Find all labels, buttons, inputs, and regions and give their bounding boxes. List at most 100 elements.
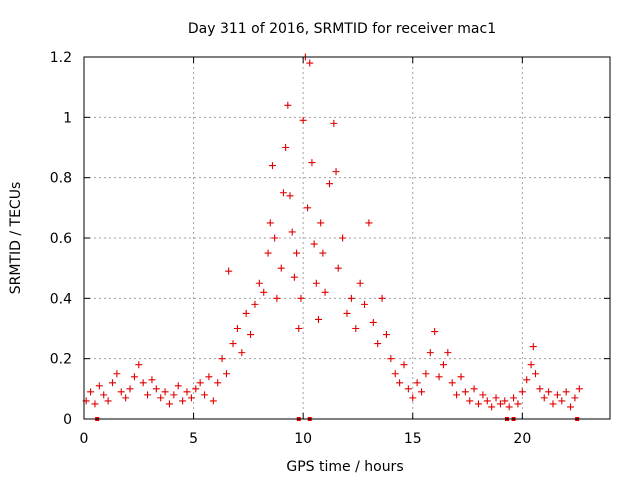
- data-point: [448, 379, 456, 387]
- data-point: [299, 116, 307, 124]
- data-point: [108, 379, 116, 387]
- data-point: [170, 391, 178, 399]
- data-point: [466, 397, 474, 405]
- data-point: [396, 379, 404, 387]
- data-point: [271, 234, 279, 242]
- data-point: [391, 370, 399, 378]
- data-point: [518, 388, 526, 396]
- data-point: [330, 119, 338, 127]
- data-point: [549, 400, 557, 408]
- data-point: [233, 325, 241, 332]
- data-point: [315, 315, 323, 323]
- data-point: [279, 189, 287, 197]
- data-point: [479, 391, 487, 399]
- plot-frame: [83, 56, 611, 420]
- data-point: [492, 394, 500, 402]
- data-point: [238, 349, 246, 357]
- data-point: [183, 388, 191, 396]
- data-point: [295, 325, 303, 332]
- data-point: [229, 340, 237, 348]
- data-point: [242, 309, 250, 317]
- x-tick-label: 0: [80, 431, 89, 447]
- data-point: [319, 249, 327, 257]
- data-point: [514, 400, 522, 408]
- data-point: [308, 159, 316, 167]
- data-point: [488, 403, 496, 411]
- data-point: [255, 279, 263, 287]
- data-points: [82, 53, 583, 411]
- y-axis-label: SRMTID / TECUs: [8, 182, 24, 295]
- data-point: [470, 385, 478, 393]
- data-point: [161, 388, 169, 396]
- chart-title: Day 311 of 2016, SRMTID for receiver mac…: [188, 21, 496, 37]
- data-point: [247, 331, 255, 339]
- data-point: [95, 382, 103, 390]
- data-point: [196, 379, 204, 387]
- data-point: [321, 288, 329, 296]
- y-tick-label: 1.2: [50, 50, 72, 66]
- data-point: [431, 328, 439, 336]
- data-point: [148, 376, 156, 384]
- data-point: [192, 385, 200, 393]
- data-point: [378, 294, 386, 302]
- data-point: [382, 331, 390, 339]
- data-point: [435, 373, 443, 381]
- data-point: [113, 370, 121, 378]
- data-point: [422, 370, 430, 378]
- data-point: [332, 168, 340, 176]
- data-point: [369, 318, 377, 326]
- data-point: [317, 219, 325, 227]
- tick-labels: 0 0.2 0.4 0.6 0.8 1 1.2 0 5 10 15 20: [50, 50, 532, 447]
- data-point: [343, 309, 351, 317]
- data-point: [334, 264, 342, 272]
- data-point: [304, 204, 312, 212]
- x-tick-label: 10: [294, 431, 312, 447]
- data-point: [404, 385, 412, 393]
- data-point: [558, 397, 566, 405]
- data-point: [545, 388, 553, 396]
- data-point: [312, 279, 320, 287]
- data-point: [505, 403, 513, 411]
- data-point: [523, 376, 531, 384]
- y-tick-label: 0.8: [50, 171, 72, 187]
- data-point: [457, 373, 465, 381]
- data-point: [91, 400, 99, 408]
- data-point: [130, 373, 138, 381]
- data-point: [218, 355, 226, 363]
- y-tick-label: 1: [63, 110, 72, 126]
- data-point: [453, 391, 461, 399]
- data-point: [179, 397, 187, 405]
- data-point: [562, 388, 570, 396]
- data-point: [540, 394, 548, 402]
- data-point: [104, 397, 112, 405]
- data-point: [264, 249, 272, 257]
- data-point: [444, 349, 452, 357]
- y-tick-label: 0.6: [50, 231, 72, 247]
- data-point: [510, 394, 518, 402]
- data-point: [122, 394, 130, 402]
- data-point: [174, 382, 182, 390]
- data-point: [347, 294, 355, 302]
- data-point: [553, 391, 561, 399]
- data-point: [273, 294, 281, 302]
- data-point: [475, 400, 482, 408]
- x-tick-label: 15: [404, 431, 422, 447]
- data-point: [144, 391, 152, 399]
- data-point: [306, 59, 314, 67]
- data-point: [268, 162, 276, 170]
- data-point: [325, 180, 333, 188]
- data-point: [225, 267, 233, 275]
- y-tick-label: 0.2: [50, 352, 72, 368]
- data-point: [201, 391, 209, 399]
- data-point: [135, 361, 143, 369]
- data-point: [87, 388, 95, 396]
- data-point: [288, 228, 296, 236]
- data-point: [205, 373, 213, 381]
- data-point: [152, 385, 160, 393]
- data-point: [575, 385, 583, 393]
- data-point: [501, 397, 509, 405]
- data-point: [222, 370, 230, 378]
- data-point: [297, 294, 305, 302]
- data-point: [527, 361, 535, 369]
